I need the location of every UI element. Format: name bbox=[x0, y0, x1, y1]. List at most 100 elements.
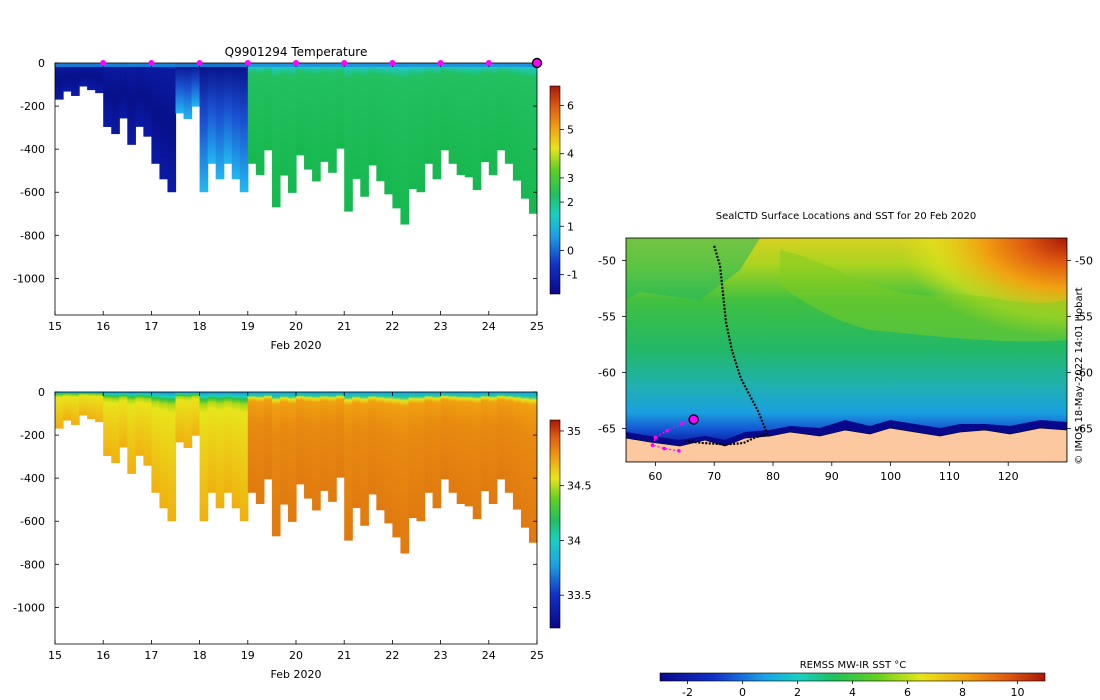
profile-column bbox=[384, 392, 393, 524]
profile-column bbox=[207, 63, 217, 164]
profile-column bbox=[392, 392, 402, 538]
profile-column bbox=[103, 392, 112, 456]
x-tick-label: 22 bbox=[385, 649, 399, 662]
profile-column bbox=[159, 63, 169, 180]
y-tick-label: -800 bbox=[20, 558, 45, 571]
map-y-tick-label-right: -60 bbox=[1075, 366, 1093, 379]
profile-marker bbox=[196, 60, 203, 66]
recent-location bbox=[677, 449, 681, 453]
profile-column bbox=[231, 392, 241, 509]
profile-column bbox=[336, 63, 345, 149]
profile-column bbox=[424, 63, 434, 164]
map-axes-box bbox=[625, 237, 1068, 463]
profile-column bbox=[127, 392, 136, 474]
map-x-tick-label: 80 bbox=[766, 470, 780, 483]
profile-column bbox=[320, 392, 329, 491]
sst-colorbar-tick-label: 0 bbox=[739, 686, 746, 699]
colorbar-tick-label: 35 bbox=[567, 425, 581, 438]
profile-column bbox=[448, 392, 458, 493]
profile-column bbox=[464, 63, 474, 178]
profile-column bbox=[87, 63, 96, 91]
profile-column bbox=[111, 392, 120, 464]
profile-column bbox=[400, 63, 410, 225]
x-tick-label: 15 bbox=[48, 320, 62, 333]
map-x-tick-label: 60 bbox=[648, 470, 662, 483]
profile-column bbox=[520, 392, 530, 528]
profile-column bbox=[79, 392, 88, 416]
temperature-profiles bbox=[55, 63, 537, 225]
profile-column bbox=[528, 392, 537, 543]
profile-column bbox=[151, 392, 161, 493]
profile-column bbox=[263, 63, 273, 151]
x-tick-label: 17 bbox=[144, 320, 158, 333]
profile-column bbox=[504, 63, 514, 164]
profile-column bbox=[432, 63, 442, 180]
profile-column bbox=[464, 392, 474, 507]
sst-colorbar-tick-label: 4 bbox=[849, 686, 856, 699]
sst-colorbar-tick-label: 8 bbox=[959, 686, 966, 699]
profile-column bbox=[287, 392, 297, 522]
profile-column bbox=[320, 63, 329, 162]
x-tick-label: 17 bbox=[144, 649, 158, 662]
profile-column bbox=[71, 392, 80, 425]
sst-field bbox=[626, 238, 1067, 462]
profile-column bbox=[448, 63, 458, 164]
map-x-tick-label: 70 bbox=[707, 470, 721, 483]
salinity-colorbar: 33.5 34 34.5 35 bbox=[549, 419, 592, 629]
profile-column bbox=[183, 392, 193, 448]
colorbar-tick-label: 34.5 bbox=[567, 480, 592, 493]
profile-column bbox=[239, 392, 249, 522]
profile-column bbox=[119, 392, 128, 448]
profile-column bbox=[496, 63, 506, 151]
profile-column bbox=[247, 392, 257, 493]
sst-colorbar-tick-label: 10 bbox=[1011, 686, 1025, 699]
x-tick-label: 16 bbox=[96, 320, 110, 333]
profile-column bbox=[368, 63, 377, 166]
map-y-tick-label: -65 bbox=[598, 422, 616, 435]
map-axes: 60 70 80 90 100 110 120 -50 -50 -55 -55 -60 -60 -65 -6… bbox=[598, 254, 1093, 483]
profile-column bbox=[231, 63, 241, 180]
profile-column bbox=[287, 63, 297, 193]
recent-location bbox=[650, 443, 655, 448]
sst-colorbar-tick-label: 6 bbox=[904, 686, 911, 699]
profile-column bbox=[528, 63, 537, 214]
map-y-tick-label-right: -50 bbox=[1075, 254, 1093, 267]
map-x-tick-label: 110 bbox=[939, 470, 960, 483]
profile-column bbox=[127, 63, 136, 145]
profile-column bbox=[336, 392, 345, 478]
colorbar-tick-label: 1 bbox=[567, 220, 574, 233]
seal-track bbox=[650, 245, 769, 453]
map-y-tick-label-right: -55 bbox=[1075, 310, 1093, 323]
profile-column bbox=[504, 392, 514, 493]
profile-column bbox=[175, 63, 185, 114]
profile-column bbox=[143, 63, 152, 137]
profile-column bbox=[512, 392, 522, 510]
profile-column bbox=[440, 63, 450, 151]
x-tick-label: 18 bbox=[193, 320, 207, 333]
profile-column bbox=[400, 392, 410, 554]
profile-column bbox=[271, 63, 281, 208]
x-tick-label: 24 bbox=[482, 649, 496, 662]
profile-column bbox=[135, 392, 144, 456]
profile-column bbox=[111, 63, 120, 135]
colorbar-tick-label: 33.5 bbox=[567, 589, 592, 602]
seal-track-line bbox=[684, 245, 769, 446]
y-tick-label: -600 bbox=[20, 515, 45, 528]
profile-column bbox=[344, 63, 353, 212]
profile-column bbox=[239, 63, 249, 193]
salinity-axes: 15 16 17 18 19 20 21 22 23 24 25 0 -200 -400 -600 -800 -… bbox=[13, 386, 544, 662]
profile-marker bbox=[389, 60, 396, 66]
profile-column bbox=[143, 392, 152, 466]
map-y-tick-label: -60 bbox=[598, 366, 616, 379]
profile-column bbox=[207, 392, 217, 493]
profile-column bbox=[296, 63, 305, 156]
profile-column bbox=[223, 63, 233, 164]
colorbar-tick-label: 34 bbox=[567, 534, 581, 547]
profile-column bbox=[424, 392, 434, 493]
colorbar-tick-label: 2 bbox=[567, 196, 574, 209]
x-tick-label: 21 bbox=[337, 649, 351, 662]
profile-column bbox=[183, 63, 193, 119]
y-tick-label: -1000 bbox=[13, 601, 45, 614]
profile-column bbox=[480, 63, 490, 163]
profile-column bbox=[151, 63, 161, 164]
